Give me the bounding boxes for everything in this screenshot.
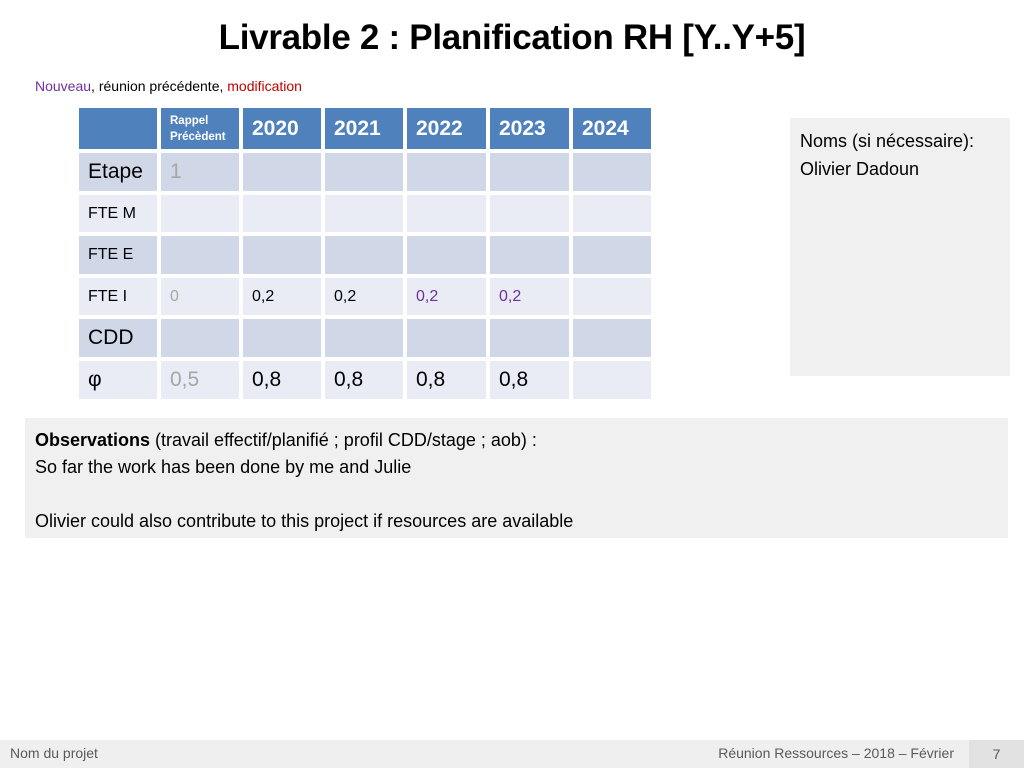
table-header-year: 2022 xyxy=(405,106,488,151)
slide-footer: Nom du projet Réunion Ressources – 2018 … xyxy=(0,740,1024,768)
table-cell xyxy=(159,193,241,234)
legend-modified: modification xyxy=(227,78,302,94)
row-label-fte-e: FTE E xyxy=(77,234,159,276)
table-cell xyxy=(323,317,405,359)
observations-heading: Observations xyxy=(35,430,151,450)
names-box: Noms (si nécessaire): Olivier Dadoun xyxy=(790,118,1010,376)
observations-line-2: Olivier could also contribute to this pr… xyxy=(35,511,574,531)
row-label-fte-i: FTE I xyxy=(77,276,159,317)
table-header-year: 2024 xyxy=(571,106,653,151)
table-cell xyxy=(241,193,323,234)
fte-i-2024 xyxy=(571,276,653,317)
fte-i-2021: 0,2 xyxy=(323,276,405,317)
table-cell xyxy=(241,234,323,276)
table-cell xyxy=(488,234,571,276)
table-cell xyxy=(405,317,488,359)
names-value: Olivier Dadoun xyxy=(800,159,920,179)
table-cell xyxy=(323,193,405,234)
phi-2021: 0,8 xyxy=(323,359,405,401)
table-cell xyxy=(488,317,571,359)
table-cell xyxy=(488,151,571,193)
names-label: Noms (si nécessaire): xyxy=(800,131,975,151)
phi-2023: 0,8 xyxy=(488,359,571,401)
table-cell xyxy=(159,234,241,276)
table-cell xyxy=(488,193,571,234)
page-number: 7 xyxy=(969,740,1024,768)
footer-meeting: Réunion Ressources – 2018 – Février xyxy=(718,745,954,761)
phi-2022: 0,8 xyxy=(405,359,488,401)
footer-project: Nom du projet xyxy=(10,745,98,761)
table-cell xyxy=(571,193,653,234)
phi-2020: 0,8 xyxy=(241,359,323,401)
table-cell xyxy=(241,151,323,193)
row-label-phi: φ xyxy=(77,359,159,401)
row-label-cdd: CDD xyxy=(77,317,159,359)
fte-i-2023: 0,2 xyxy=(488,276,571,317)
phi-2024 xyxy=(571,359,653,401)
legend-new: Nouveau xyxy=(35,78,92,94)
table-cell xyxy=(571,151,653,193)
legend-previous: réunion précédente xyxy=(98,78,220,94)
table-cell xyxy=(405,151,488,193)
table-cell xyxy=(241,317,323,359)
table-cell xyxy=(323,151,405,193)
table-header-recall: Rappel Précèdent xyxy=(159,106,241,151)
etape-recall: 1 xyxy=(159,151,241,193)
table-header-corner xyxy=(77,106,159,151)
table-cell xyxy=(571,317,653,359)
fte-i-recall: 0 xyxy=(159,276,241,317)
table-header-year: 2021 xyxy=(323,106,405,151)
fte-i-2020: 0,2 xyxy=(241,276,323,317)
fte-i-2022: 0,2 xyxy=(405,276,488,317)
table-cell xyxy=(571,234,653,276)
table-cell xyxy=(405,234,488,276)
observations-box: Observations (travail effectif/planifié … xyxy=(25,418,1008,538)
phi-recall: 0,5 xyxy=(159,359,241,401)
table-cell xyxy=(405,193,488,234)
row-label-etape: Etape xyxy=(77,151,159,193)
table-header-year: 2023 xyxy=(488,106,571,151)
observations-line-1: So far the work has been done by me and … xyxy=(35,457,412,477)
observations-heading-line: Observations (travail effectif/planifié … xyxy=(35,430,537,450)
table-cell xyxy=(323,234,405,276)
table-cell xyxy=(159,317,241,359)
row-label-fte-m: FTE M xyxy=(77,193,159,234)
color-legend: Nouveau, réunion précédente, modificatio… xyxy=(35,78,302,94)
slide-title: Livrable 2 : Planification RH [Y..Y+5] xyxy=(218,18,806,57)
table-header-year: 2020 xyxy=(241,106,323,151)
